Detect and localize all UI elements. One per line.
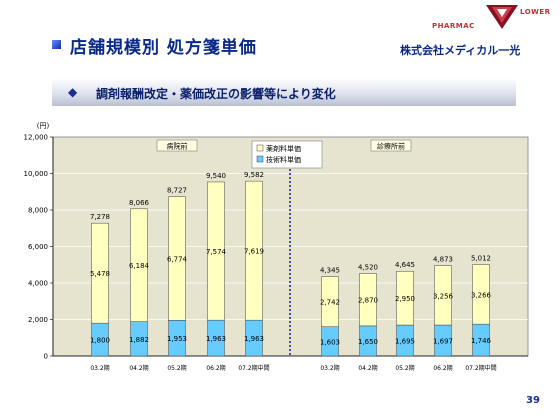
data-label-drug-fee: 6,774 xyxy=(167,256,188,264)
section-label: 診療所前 xyxy=(377,142,405,151)
x-category-label: 03.2期 xyxy=(90,364,109,372)
logo-text-pharmac: PHARMAC xyxy=(432,22,475,30)
page-title: 店舗規模別 処方箋単価 xyxy=(70,38,257,58)
y-tick-label: 2,000 xyxy=(28,316,48,324)
data-label-drug-fee: 3,266 xyxy=(471,291,492,299)
data-label-technical-fee: 1,963 xyxy=(244,335,264,343)
section-label-box xyxy=(370,139,412,152)
bar-drug-fee xyxy=(245,180,263,321)
y-tick-label: 12,000 xyxy=(24,134,49,142)
data-label-drug-fee: 6,184 xyxy=(129,262,150,270)
bar-drug-fee xyxy=(168,196,186,321)
logo-text-lower: LOWER xyxy=(520,8,551,16)
data-label-total: 5,012 xyxy=(471,255,491,263)
bar-drug-fee xyxy=(91,222,109,324)
data-label-technical-fee: 1,882 xyxy=(129,336,149,344)
data-label-drug-fee: 3,256 xyxy=(433,292,454,300)
section-label-box xyxy=(156,139,198,152)
bar-drug-fee xyxy=(472,264,490,325)
data-label-total: 9,582 xyxy=(244,171,264,179)
data-label-total: 4,345 xyxy=(320,267,340,275)
data-label-total: 9,540 xyxy=(206,172,226,180)
data-label-technical-fee: 1,800 xyxy=(90,337,110,345)
y-tick-label: 4,000 xyxy=(28,280,48,288)
data-label-technical-fee: 1,697 xyxy=(433,338,453,346)
data-label-technical-fee: 1,953 xyxy=(167,335,187,343)
bar-drug-fee xyxy=(359,273,377,327)
data-label-technical-fee: 1,695 xyxy=(395,338,415,346)
data-label-drug-fee: 2,950 xyxy=(395,295,415,303)
company-name: 株式会社メディカル一光 xyxy=(400,44,521,57)
data-label-technical-fee: 1,746 xyxy=(471,337,492,345)
legend-swatch xyxy=(256,144,264,152)
data-label-total: 4,520 xyxy=(358,264,378,272)
bar-drug-fee xyxy=(207,181,225,321)
bar-drug-fee xyxy=(321,276,339,327)
data-label-total: 4,873 xyxy=(433,256,453,264)
data-label-technical-fee: 1,650 xyxy=(358,338,378,346)
legend-label: 薬剤料単価 xyxy=(266,144,301,153)
bar-drug-fee xyxy=(396,270,414,326)
legend-label: 技術料単価 xyxy=(266,155,301,164)
x-category-label: 06.2期 xyxy=(433,364,452,372)
x-category-label: 04.2期 xyxy=(358,364,377,372)
diamond-bullet-icon: ◆ xyxy=(68,85,78,99)
page-number: 39 xyxy=(526,395,540,406)
y-tick-label: 0 xyxy=(44,353,48,361)
legend-box xyxy=(251,140,323,169)
data-label-drug-fee: 7,619 xyxy=(244,248,264,256)
y-tick-label: 10,000 xyxy=(24,170,49,178)
title-bullet-icon xyxy=(52,40,61,49)
y-unit-label: (円) xyxy=(37,122,50,130)
bar-drug-fee xyxy=(434,265,452,326)
data-label-drug-fee: 2,742 xyxy=(320,299,340,307)
x-category-label: 06.2期 xyxy=(206,364,225,372)
data-label-technical-fee: 1,963 xyxy=(206,335,226,343)
data-label-total: 8,066 xyxy=(129,199,150,207)
data-label-total: 8,727 xyxy=(167,187,187,195)
flower-logo-icon xyxy=(486,5,518,29)
x-category-label: 03.2期 xyxy=(320,364,339,372)
x-category-label: 07.2期中間 xyxy=(238,364,269,372)
subtitle-banner xyxy=(52,78,516,106)
x-category-label: 07.2期中間 xyxy=(465,364,496,372)
data-label-total: 4,645 xyxy=(395,261,415,269)
x-category-label: 05.2期 xyxy=(395,364,414,372)
data-label-drug-fee: 5,478 xyxy=(90,270,110,278)
subtitle-text: 調剤報酬改定・薬価改正の影響等により変化 xyxy=(96,87,336,101)
y-tick-label: 8,000 xyxy=(28,207,48,215)
y-tick-label: 6,000 xyxy=(28,243,48,251)
x-category-label: 04.2期 xyxy=(129,364,148,372)
data-label-technical-fee: 1,603 xyxy=(320,338,340,346)
x-category-label: 05.2期 xyxy=(167,364,186,372)
section-label: 病院前 xyxy=(167,142,188,151)
data-label-drug-fee: 2,870 xyxy=(358,297,378,305)
bar-drug-fee xyxy=(130,208,148,322)
data-label-total: 7,278 xyxy=(90,213,110,221)
legend-swatch xyxy=(256,155,264,163)
data-label-drug-fee: 7,574 xyxy=(206,248,227,256)
